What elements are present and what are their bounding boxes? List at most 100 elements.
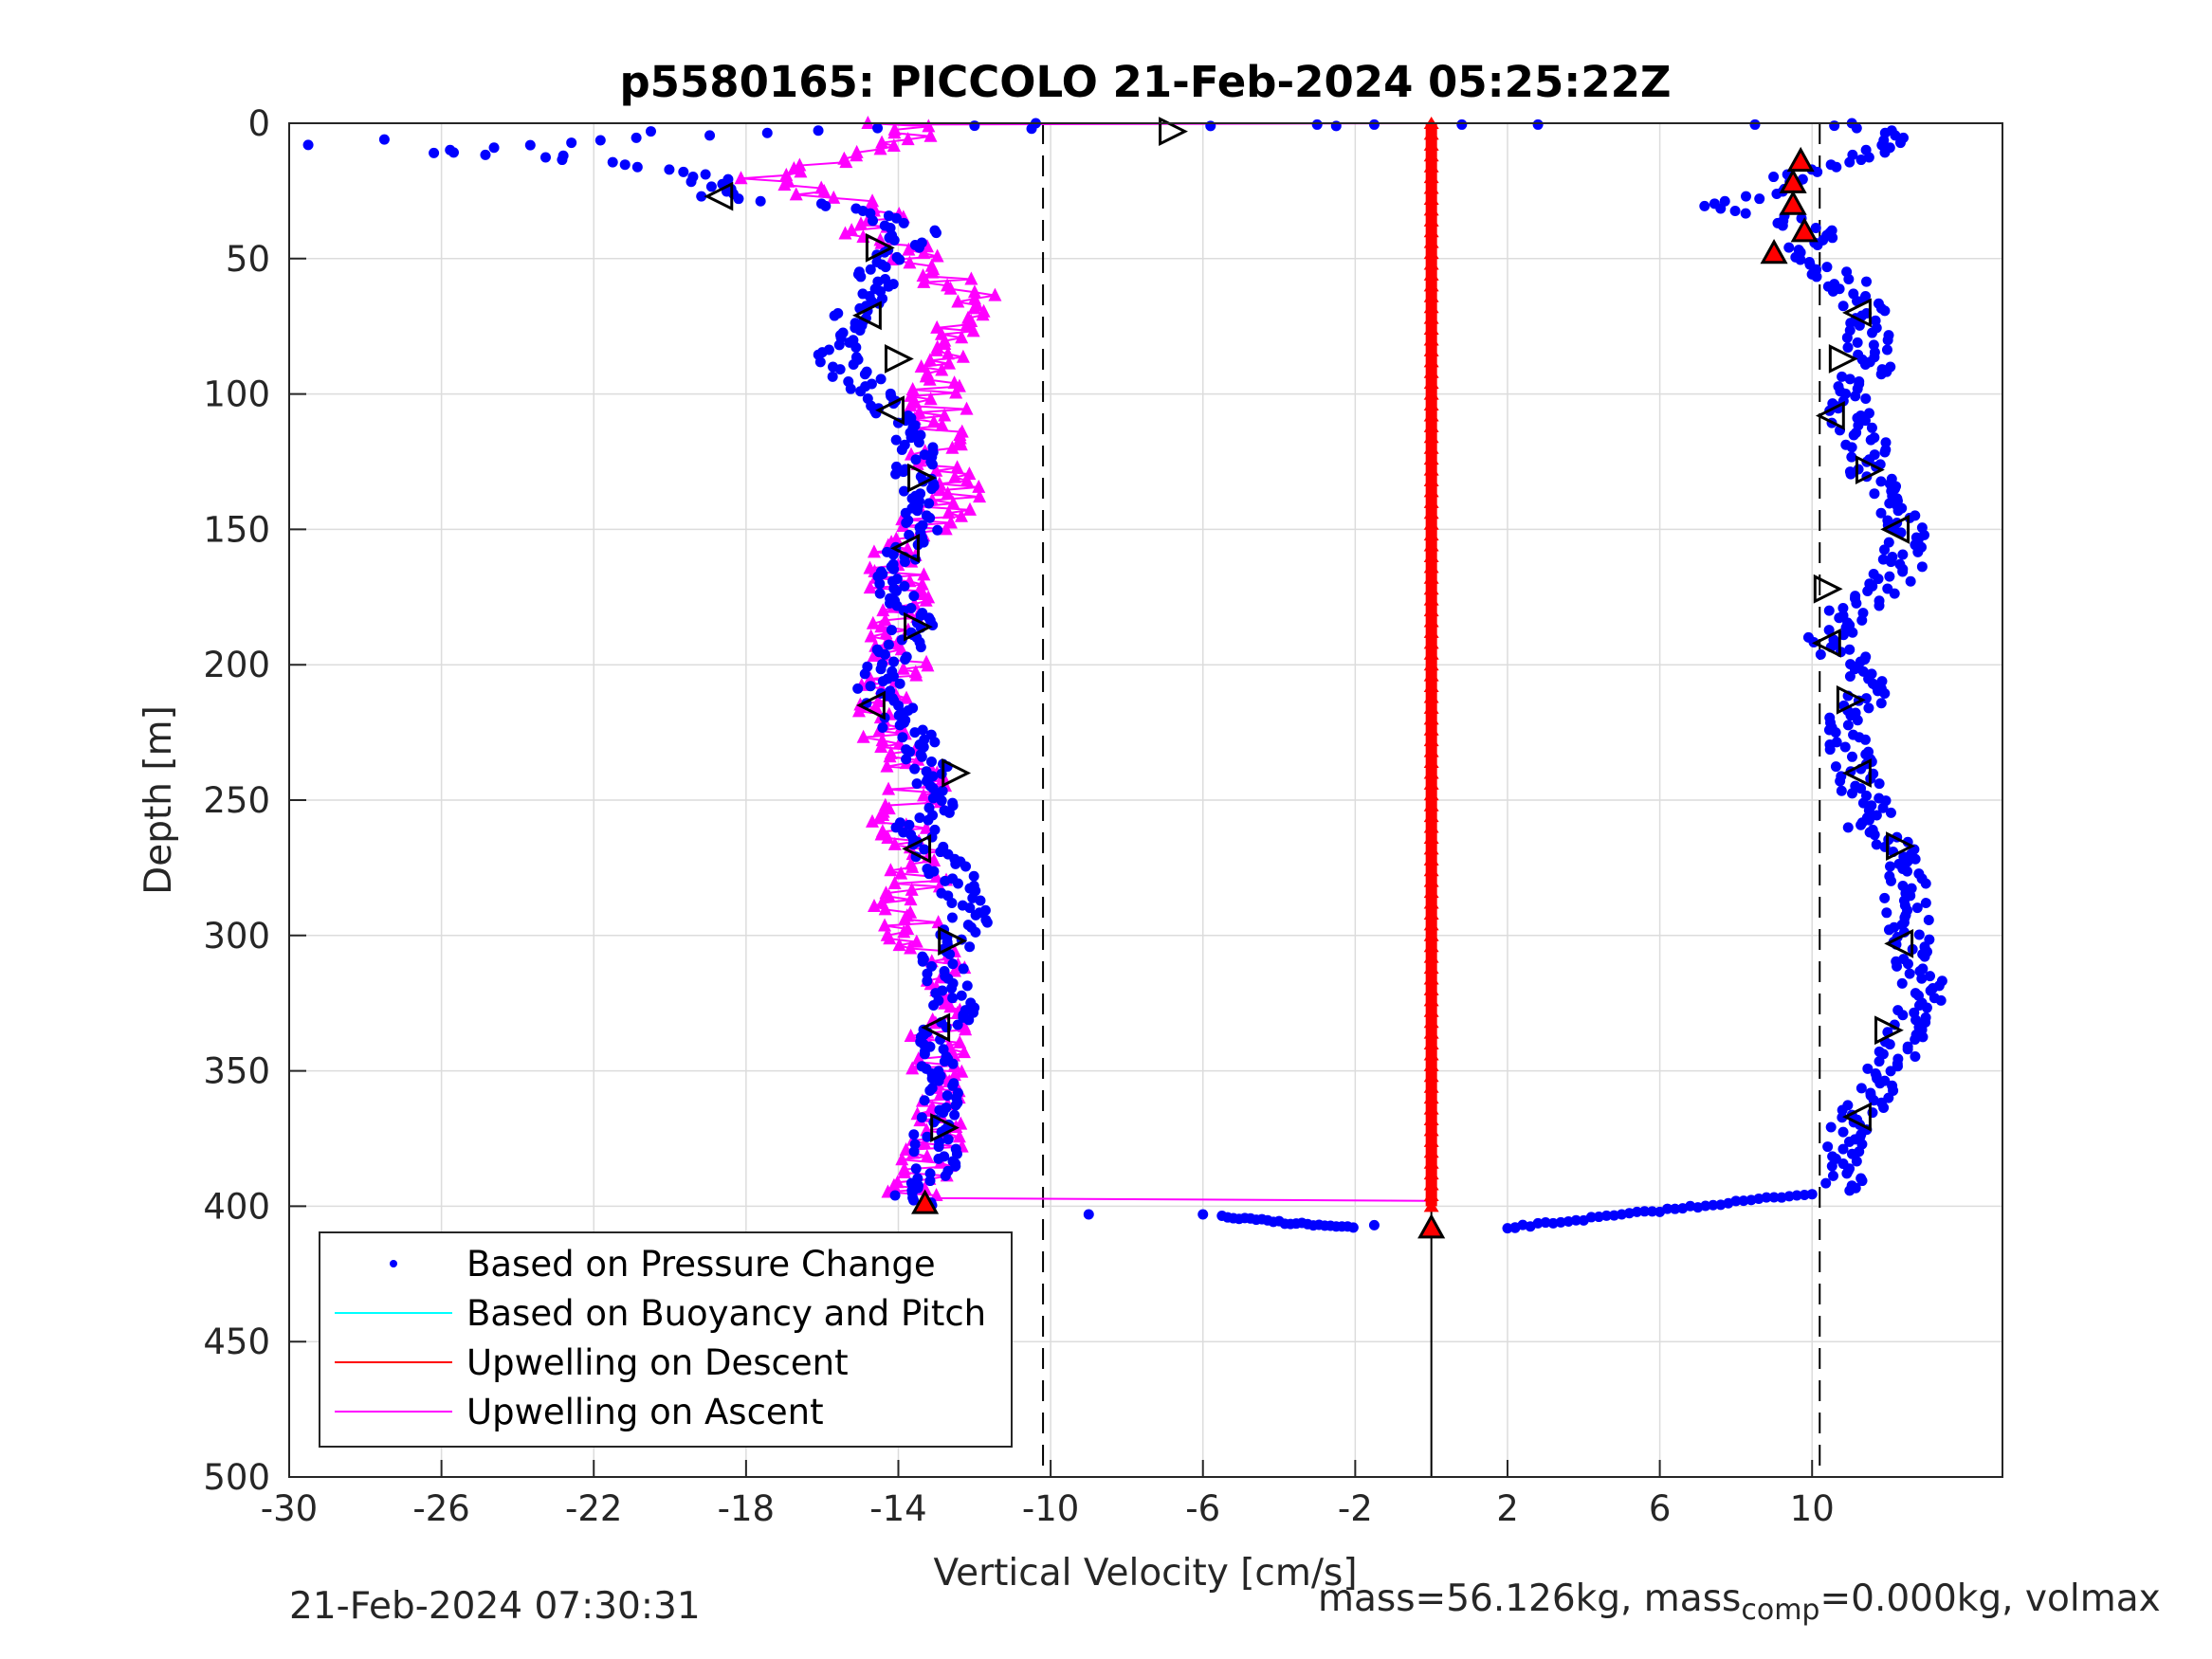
stall-marker — [1815, 401, 1845, 430]
pressure-descent-point — [947, 1080, 959, 1091]
upwelling-ascent-point — [960, 317, 974, 331]
pressure-surface-point — [1509, 1222, 1521, 1233]
pressure-ascent-point — [1874, 1078, 1886, 1089]
pressure-ascent-point — [1857, 665, 1869, 677]
upwelling-ascent-point — [873, 141, 887, 155]
upwelling-descent-point — [1423, 810, 1439, 823]
pressure-ascent-point — [1836, 785, 1847, 796]
pressure-ascent-point — [1850, 391, 1861, 402]
pressure-ascent-point — [1925, 971, 1936, 982]
pressure-ascent-point — [1777, 220, 1788, 231]
upwelling-ascent-point — [922, 118, 936, 133]
stall-marker — [907, 463, 937, 493]
upwelling-ascent-point — [734, 171, 748, 185]
pressure-descent-point — [940, 1170, 951, 1181]
pressure-ascent-point — [1881, 344, 1892, 356]
pressure-descent-point — [886, 625, 897, 636]
red-event-marker — [1790, 217, 1819, 243]
upwelling-descent-point — [1423, 495, 1439, 508]
pressure-descent-point — [883, 281, 894, 292]
upwelling-ascent-point — [972, 479, 986, 493]
upwelling-ascent-point — [951, 294, 965, 308]
pressure-descent-point — [961, 980, 973, 992]
pressure-descent-point — [946, 982, 958, 994]
pressure-ascent-point — [1916, 973, 1928, 984]
upwelling-descent-point — [1423, 343, 1439, 356]
pressure-ascent-point — [1811, 271, 1822, 283]
upwelling-descent-point — [1423, 246, 1439, 260]
pressure-descent-point — [946, 912, 958, 923]
upwelling-descent-point — [1423, 798, 1439, 811]
upwelling-descent-point — [1423, 690, 1439, 703]
data-marks — [302, 116, 1947, 1239]
upwelling-descent-point — [1423, 322, 1439, 336]
upwelling-ascent-point — [930, 248, 944, 263]
pressure-ascent-point — [1851, 122, 1862, 134]
pressure-ascent-point — [1647, 1206, 1658, 1217]
pressure-descent-point — [924, 512, 936, 523]
pressure-ascent-point — [1865, 434, 1876, 446]
pressure-ascent-point — [1862, 586, 1874, 597]
pressure-descent-point — [488, 142, 500, 154]
stall-marker — [1842, 1102, 1872, 1132]
pressure-descent-point — [901, 754, 912, 765]
stall-marker — [1855, 455, 1885, 484]
pressure-descent-point — [908, 1129, 920, 1140]
pressure-ascent-point — [1834, 612, 1845, 624]
pressure-descent-point — [888, 234, 900, 246]
upwelling-ascent-point — [901, 540, 915, 555]
pressure-ascent-point — [1708, 1199, 1719, 1211]
upwelling-ascent-point — [887, 875, 902, 889]
pressure-ascent-point — [1827, 232, 1838, 244]
upwelling-ascent-point — [794, 164, 808, 178]
pressure-ascent-point — [1761, 1192, 1772, 1203]
upwelling-ascent-point — [929, 463, 943, 477]
pressure-descent-point — [981, 917, 993, 928]
pressure-ascent-point — [1884, 1039, 1895, 1050]
stall-marker — [1842, 298, 1872, 328]
upwelling-ascent-point — [897, 924, 911, 939]
pressure-descent-point — [950, 858, 961, 869]
stall-marker — [1886, 831, 1915, 861]
pressure-ascent-point — [1917, 1031, 1929, 1043]
pressure-ascent-point — [1842, 822, 1854, 833]
x-axis-label: Vertical Velocity [cm/s] — [933, 1552, 1357, 1595]
pressure-ascent-point — [1846, 442, 1857, 453]
upwelling-descent-point — [1423, 506, 1439, 520]
upwelling-descent-point — [1423, 1037, 1439, 1050]
pressure-ascent-point — [1892, 960, 1903, 972]
upwelling-descent-point — [1423, 528, 1439, 541]
upwelling-descent-point — [1423, 225, 1439, 238]
pressure-descent-point — [872, 122, 884, 134]
upwelling-ascent-point — [920, 1148, 934, 1162]
upwelling-ascent-point — [941, 485, 955, 500]
upwelling-descent-point — [1423, 1177, 1439, 1191]
pressure-ascent-point — [1856, 783, 1867, 794]
y-tick-label: 150 — [203, 509, 270, 550]
upwelling-ascent-point — [959, 1022, 973, 1036]
upwelling-descent-point — [1423, 191, 1439, 205]
upwelling-descent-point — [1423, 419, 1439, 432]
pressure-descent-point — [890, 434, 902, 446]
pressure-descent-point — [942, 1134, 954, 1145]
upwelling-ascent-point — [963, 501, 978, 516]
upwelling-ascent-point — [887, 836, 902, 850]
stall-marker — [1813, 574, 1843, 604]
pressure-descent-point — [813, 125, 824, 137]
upwelling-descent-point — [1423, 430, 1439, 444]
pressure-ascent-point — [1879, 687, 1891, 699]
upwelling-descent-point — [1423, 830, 1439, 844]
footer-mass-sub: comp — [1741, 1593, 1820, 1627]
pressure-ascent-point — [1771, 189, 1782, 200]
pressure-descent-point — [947, 993, 959, 1004]
pressure-ascent-point — [1820, 1177, 1832, 1189]
stall-marker — [704, 181, 734, 211]
upwelling-ascent-point — [953, 1034, 967, 1048]
upwelling-descent-point — [1423, 1156, 1439, 1169]
upwelling-descent-point — [1423, 333, 1439, 346]
pressure-ascent-point — [1878, 1102, 1890, 1113]
pressure-ascent-point — [1730, 1195, 1742, 1207]
pressure-descent-point — [834, 364, 846, 375]
pressure-descent-point — [700, 169, 711, 180]
red-event-marker — [1779, 190, 1807, 215]
